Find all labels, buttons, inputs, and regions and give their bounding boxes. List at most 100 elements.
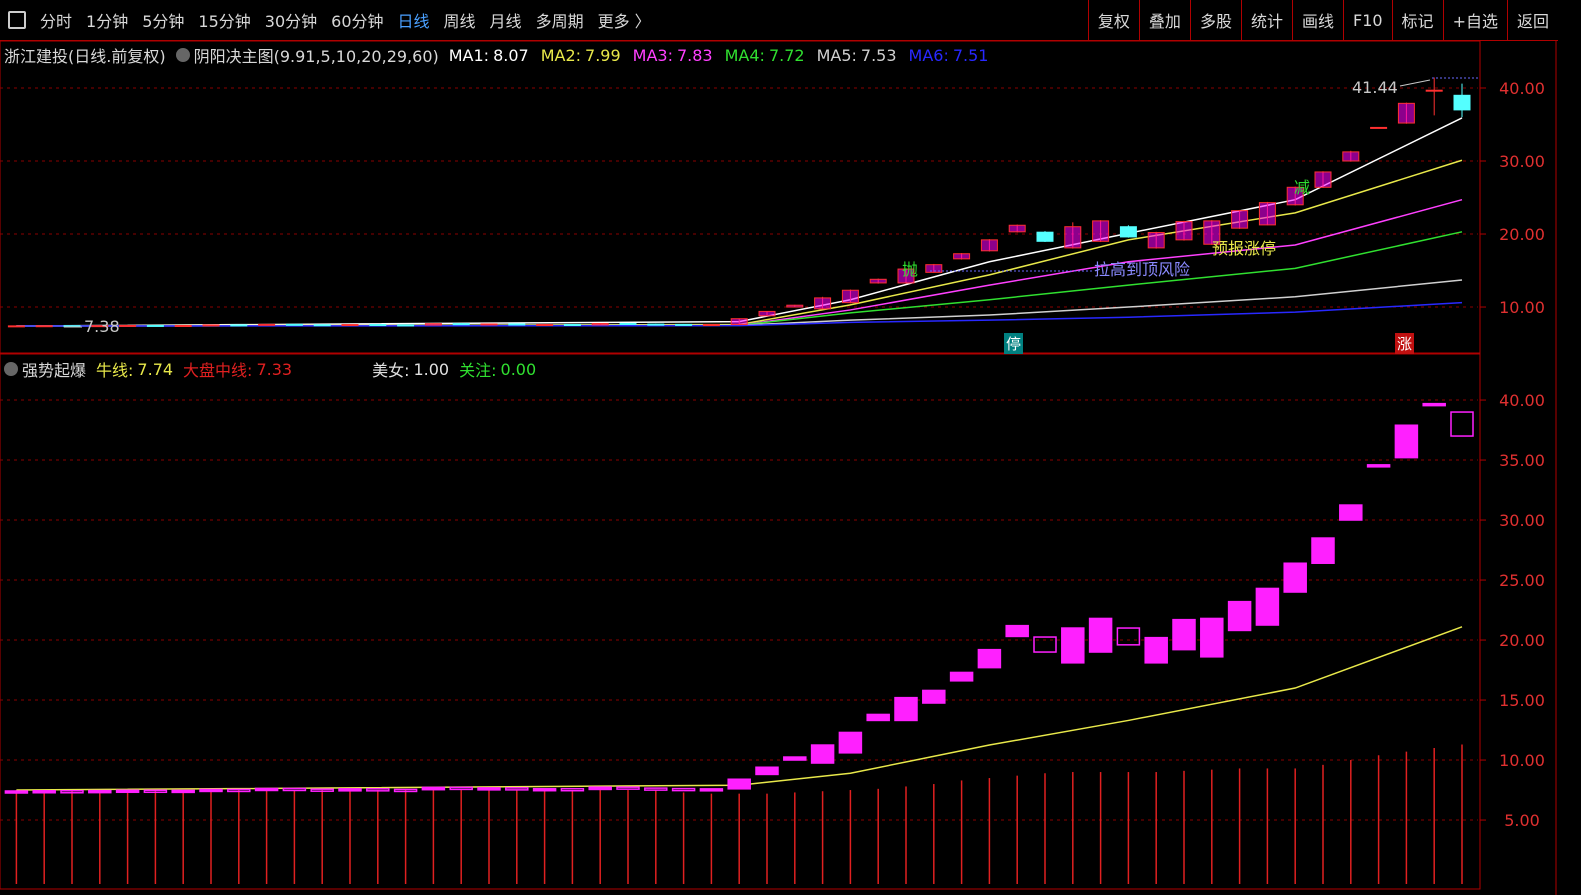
candle-body — [424, 323, 442, 326]
candle-body — [1119, 226, 1137, 238]
legend-name: MA5: — [816, 45, 857, 65]
panel-frame — [0, 40, 1481, 354]
candle-body — [730, 318, 748, 326]
strength-box — [727, 778, 751, 790]
candle-body — [1314, 171, 1332, 188]
y-tick-label: 30.00 — [1499, 152, 1545, 171]
candle-body — [925, 264, 943, 273]
strength-box — [866, 713, 890, 722]
legend-value: 1.00 — [413, 359, 450, 379]
candle-body — [313, 324, 331, 327]
button[interactable]: 多股 — [1189, 0, 1241, 40]
chart-title: 强势起爆 — [22, 361, 87, 380]
tab[interactable]: 5分钟 — [142, 12, 185, 31]
candle-body — [1092, 220, 1110, 242]
strength-box — [560, 787, 585, 792]
strength-box — [1311, 537, 1335, 564]
tab[interactable]: 更多 〉 — [597, 12, 651, 31]
strength-box — [338, 788, 362, 792]
legend-name: 牛线: — [96, 361, 134, 380]
candle-body — [1425, 89, 1443, 92]
candle-body — [1342, 151, 1360, 162]
candle-body — [452, 323, 470, 326]
annotation: 抛 — [902, 260, 919, 279]
y-tick-label: 40.00 — [1499, 391, 1545, 410]
tab[interactable]: 15分钟 — [198, 12, 251, 31]
button[interactable]: 统计 — [1240, 0, 1292, 40]
button[interactable]: +自选 — [1442, 0, 1507, 40]
y-tick-label: 20.00 — [1499, 225, 1545, 244]
strength-box — [115, 789, 140, 794]
strength-box — [393, 788, 418, 793]
annotation: 拉高到顶风险 — [1094, 260, 1191, 279]
tab[interactable]: 多周期 — [535, 12, 584, 31]
candle-body — [1203, 220, 1221, 245]
legend-value: 7.99 — [585, 45, 621, 65]
button[interactable]: 标记 — [1391, 0, 1443, 40]
candle-body — [1258, 202, 1276, 226]
tab[interactable]: 月线 — [489, 12, 522, 31]
strength-box — [922, 689, 946, 704]
indicator-name: 阴阳决主图(9.91,5,10,20,29,60) — [193, 47, 439, 66]
candle-body — [1064, 226, 1082, 249]
candle-body — [897, 268, 915, 284]
ma-line — [16, 301, 1463, 327]
candle-body — [869, 278, 887, 284]
y-tick-label: 5.00 — [1504, 811, 1540, 830]
button[interactable]: 返回 — [1506, 0, 1558, 40]
y-tick-label: 10.00 — [1499, 751, 1545, 770]
candle-body — [563, 323, 581, 326]
candle-body — [1175, 221, 1193, 241]
legend-value: 7.53 — [860, 45, 897, 65]
candle-body — [758, 310, 776, 317]
strength-box — [1144, 636, 1168, 664]
strength-box — [1394, 424, 1419, 459]
indicator-icon[interactable] — [175, 48, 190, 62]
strength-box — [449, 786, 473, 791]
strength-box — [838, 731, 863, 754]
strength-box — [894, 696, 918, 722]
menu-icon[interactable] — [8, 11, 26, 29]
chart-title: 浙江建投(日线.前复权) — [4, 47, 166, 66]
candle-body — [91, 325, 109, 328]
annotation: 预报涨停 — [1212, 239, 1277, 258]
candle-body — [369, 324, 387, 327]
strength-box — [1061, 627, 1085, 664]
candle-body — [508, 323, 526, 326]
low-label: 7.38 — [84, 317, 120, 336]
legend-name: MA4: — [724, 45, 765, 65]
tab[interactable]: 1分钟 — [86, 12, 129, 31]
strength-box — [254, 787, 279, 792]
strength-box — [1366, 464, 1391, 468]
candle-body — [591, 323, 609, 326]
legend-value: 0.00 — [500, 359, 537, 379]
strength-box — [143, 789, 168, 794]
bull-line — [16, 626, 1463, 791]
annotation: 减 — [1294, 178, 1311, 197]
strength-box — [588, 786, 612, 791]
strength-box — [532, 787, 557, 792]
tab[interactable]: 周线 — [443, 12, 476, 31]
tab[interactable]: 分时 — [40, 12, 73, 31]
legend-name: 关注: — [459, 361, 497, 380]
button[interactable]: 画线 — [1291, 0, 1343, 40]
tab[interactable]: 60分钟 — [331, 12, 384, 31]
strength-box — [1005, 624, 1029, 638]
strength-box — [199, 788, 223, 793]
indicator-icon[interactable] — [4, 362, 18, 376]
strength-box — [310, 788, 334, 792]
legend-name: 大盘中线: — [183, 361, 253, 380]
strength-box — [32, 790, 56, 794]
strength-box — [671, 787, 696, 792]
candle-body — [980, 239, 998, 252]
strength-box — [1033, 636, 1057, 653]
candle-body — [786, 304, 804, 308]
tab[interactable]: 30分钟 — [264, 12, 318, 31]
tab[interactable]: 日线 — [397, 12, 430, 31]
candle-body — [1008, 224, 1026, 233]
button[interactable]: 复权 — [1087, 0, 1139, 40]
button[interactable]: F10 — [1342, 0, 1392, 40]
button[interactable]: 叠加 — [1138, 0, 1190, 40]
candle-body — [230, 324, 248, 327]
